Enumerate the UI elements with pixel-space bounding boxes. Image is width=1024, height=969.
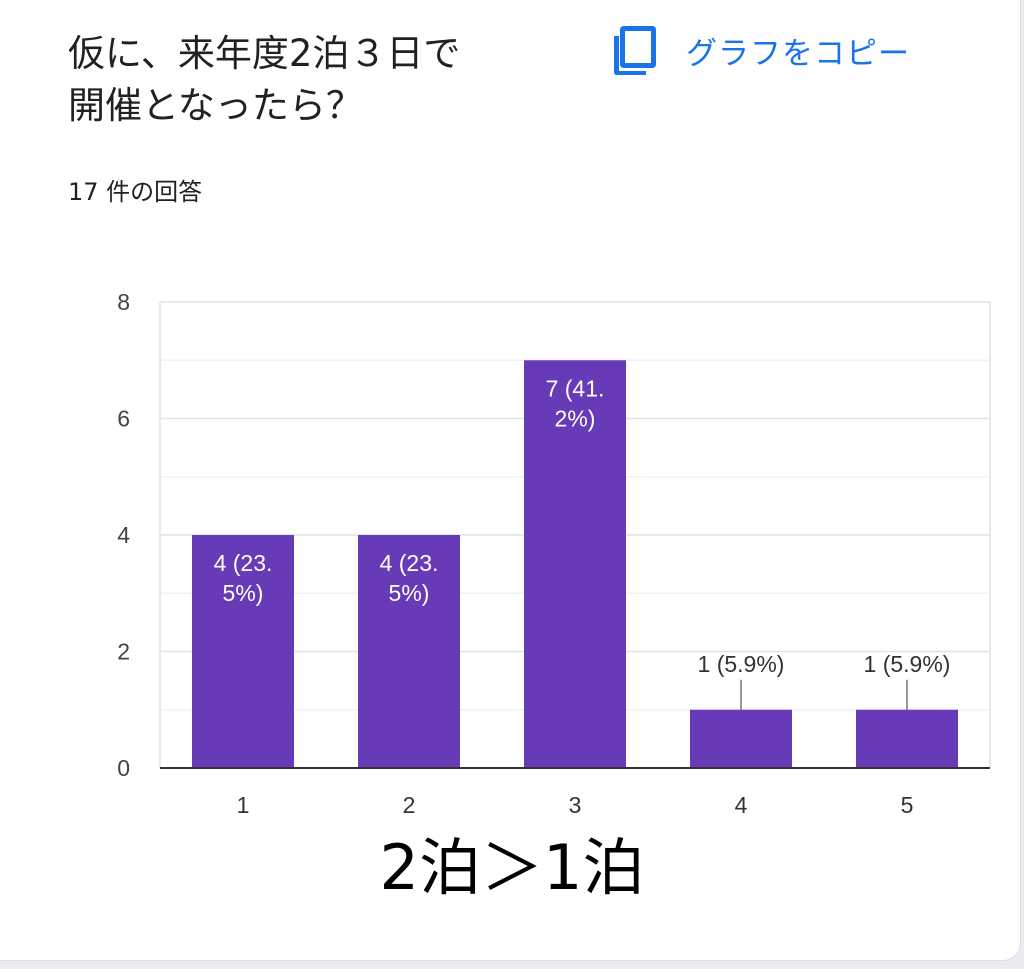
x-tick-label: 1 (237, 792, 250, 818)
x-tick-label: 2 (403, 792, 416, 818)
bar (192, 535, 294, 768)
x-tick-label: 5 (901, 792, 914, 818)
bar (524, 360, 626, 768)
y-tick-label: 4 (117, 522, 130, 548)
data-label: 1 (5.9%) (864, 651, 951, 677)
y-tick-label: 6 (117, 406, 130, 432)
data-label-cont: 2%) (555, 405, 596, 431)
handwritten-note: 2泊＞1泊 (379, 831, 645, 904)
y-tick-label: 8 (117, 289, 130, 315)
copy-icon (614, 26, 656, 75)
copy-chart-label: グラフをコピー (686, 35, 910, 72)
data-label: 4 (23. (380, 550, 439, 576)
data-label: 1 (5.9%) (698, 651, 785, 677)
bar (690, 709, 792, 768)
copy-chart-button[interactable]: グラフをコピー (612, 24, 910, 76)
question-line-2: 開催となったら？ (68, 84, 363, 127)
x-tick-label: 4 (735, 792, 748, 818)
bar-chart: 0 2 4 6 8 1 4 (23. 5%) 2 4 (23. 5%) 3 7 (41. 2%) 4 1 (5… (117, 289, 991, 818)
data-label: 7 (41. (546, 375, 605, 401)
bar (856, 709, 958, 768)
data-label-cont: 5%) (389, 580, 430, 606)
question-line-1: 仮に、来年度2泊３日で (68, 32, 461, 75)
y-tick-label: 0 (117, 755, 130, 781)
bar (358, 535, 460, 768)
y-tick-label: 2 (117, 639, 130, 665)
data-label-cont: 5%) (223, 580, 264, 606)
response-count: 17 件の回答 (68, 178, 203, 206)
question-title: 仮に、来年度2泊３日で 開催となったら？ (68, 28, 588, 132)
data-label: 4 (23. (214, 550, 273, 576)
x-tick-label: 3 (569, 792, 582, 818)
